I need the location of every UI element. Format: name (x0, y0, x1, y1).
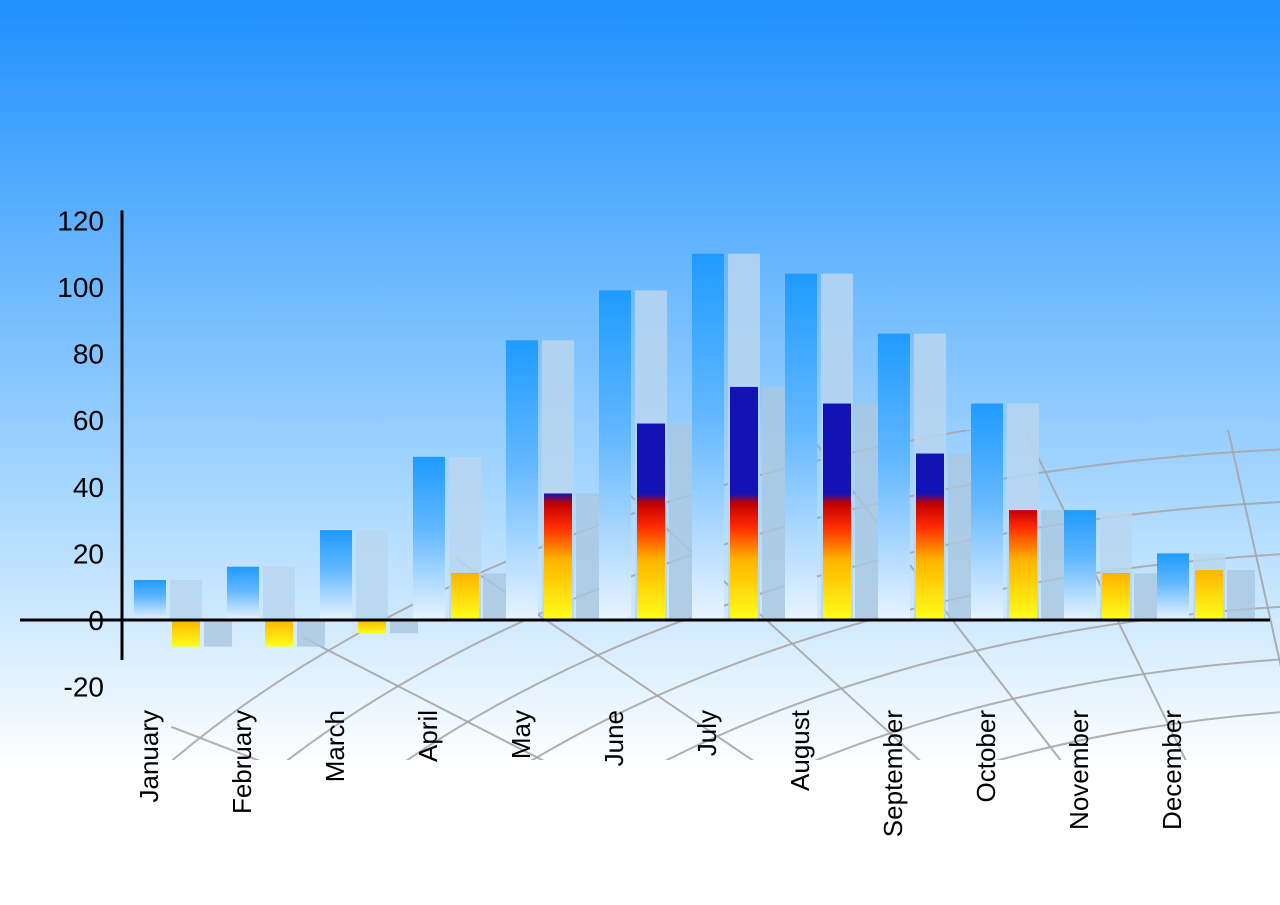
bar-series2 (730, 387, 758, 620)
bar-series1 (320, 530, 352, 620)
ytick-label: 40 (73, 472, 104, 503)
chart-svg: -20 0 20 40 60 80 100 120 January February March Ap… (0, 0, 1280, 905)
bar-shadow (170, 580, 202, 620)
bar-series2 (1009, 510, 1037, 620)
bar-series2 (1102, 573, 1130, 620)
xtick-label: July (692, 710, 722, 756)
xtick-label: June (599, 710, 629, 766)
ytick-label: 100 (57, 272, 104, 303)
bar-series1 (599, 290, 631, 620)
xtick-label: December (1157, 710, 1187, 830)
bar-series2 (265, 620, 293, 647)
bar-series1 (506, 340, 538, 620)
bar-shadow (356, 530, 388, 620)
bar-series2 (916, 454, 944, 621)
xtick-label: February (227, 710, 257, 814)
ytick-label: 0 (88, 605, 104, 636)
ytick-label: -20 (64, 672, 104, 703)
xtick-label: September (878, 710, 908, 838)
bar-series1 (134, 580, 166, 620)
bar-series2 (1195, 570, 1223, 620)
xtick-label: April (413, 710, 443, 762)
xtick-label: May (506, 710, 536, 759)
bar-series1 (1157, 553, 1189, 620)
bar-series2 (451, 573, 479, 620)
bar-series2 (823, 404, 851, 620)
ytick-label: 60 (73, 405, 104, 436)
bar-series1 (971, 404, 1003, 620)
bar-series1 (785, 274, 817, 620)
xtick-label: March (320, 710, 350, 782)
bar-series2 (172, 620, 200, 647)
bar-series1 (413, 457, 445, 620)
bar-series1 (878, 334, 910, 620)
bar-series1 (227, 567, 259, 620)
bar-series2 (358, 620, 386, 633)
xtick-label: October (971, 710, 1001, 803)
bar-shadow (390, 620, 418, 633)
ytick-label: 20 (73, 538, 104, 569)
bar-series1 (692, 254, 724, 620)
bar-shadow (297, 620, 325, 647)
bar-shadow (263, 567, 295, 620)
bar-series2 (637, 424, 665, 620)
xtick-label: November (1064, 710, 1094, 830)
bar-series2 (544, 493, 572, 620)
monthly-bar-chart: -20 0 20 40 60 80 100 120 January February March Ap… (0, 0, 1280, 905)
ytick-label: 120 (57, 205, 104, 236)
bar-series1 (1064, 510, 1096, 620)
bar-shadow (204, 620, 232, 647)
xtick-label: January (134, 710, 164, 803)
xtick-label: August (785, 709, 815, 791)
ytick-label: 80 (73, 339, 104, 370)
bar-shadow (1227, 570, 1255, 620)
